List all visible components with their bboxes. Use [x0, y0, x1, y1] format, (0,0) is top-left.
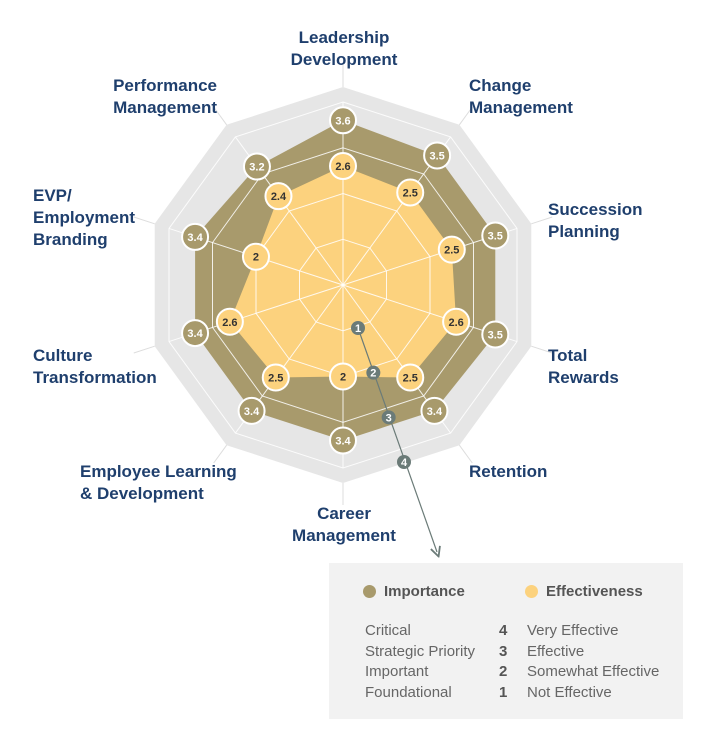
- importance-value-label: 3.6: [335, 115, 350, 127]
- scale-axis-line: [357, 327, 437, 552]
- scale-effectiveness-label: Not Effective: [527, 684, 612, 701]
- importance-point: [181, 222, 210, 251]
- scale-importance-label: Critical: [365, 622, 411, 639]
- effectiveness-point: [442, 307, 471, 336]
- axis-label-change-management: Change Management: [469, 76, 573, 117]
- spoke-extension: [133, 216, 155, 225]
- axis-label-leadership-development: Leadership Development: [290, 28, 398, 69]
- scale-importance-label: Important: [365, 663, 429, 680]
- axis-label-performance-management: Performance Management: [113, 76, 217, 117]
- scale-marker: [381, 410, 396, 425]
- effectiveness-value-label: 2.5: [268, 373, 283, 385]
- scale-number: 1: [499, 684, 508, 701]
- scale-marker: [351, 321, 365, 335]
- effectiveness-value-label: 2: [340, 372, 346, 384]
- axis-label-total-rewards: Total Rewards: [548, 346, 619, 387]
- effectiveness-point: [264, 182, 293, 211]
- spoke-extension: [213, 444, 228, 464]
- effectiveness-point: [215, 307, 244, 336]
- spoke-extension: [531, 216, 553, 225]
- importance-point: [481, 320, 510, 349]
- importance-value-label: 3.4: [244, 406, 260, 418]
- effectiveness-swatch-icon: [525, 585, 538, 598]
- scale-effectiveness-label: Very Effective: [527, 622, 619, 639]
- effectiveness-value-label: 2.5: [403, 187, 418, 199]
- importance-point: [181, 319, 210, 348]
- scale-marker: [397, 455, 411, 469]
- importance-point: [242, 152, 271, 181]
- importance-value-label: 3.4: [427, 406, 443, 418]
- scale-number: 2: [499, 663, 508, 680]
- axis-label-evp-employment-branding: EVP/ Employment Branding: [33, 186, 136, 249]
- effectiveness-point: [437, 235, 466, 264]
- scale-marker-label: 4: [401, 457, 408, 469]
- scale-row: Critical 4 Very Effective: [329, 622, 683, 642]
- legend-item-effectiveness: Effectiveness: [525, 583, 643, 600]
- effectiveness-point: [329, 152, 357, 181]
- importance-value-label: 3.4: [335, 436, 351, 448]
- scale-importance-label: Strategic Priority: [365, 643, 476, 660]
- spoke-extension: [133, 345, 155, 354]
- effectiveness-point: [396, 363, 425, 392]
- legend-box: Importance Effectiveness Critical 4 Very…: [329, 563, 683, 719]
- importance-point: [237, 396, 266, 425]
- importance-value-label: 3.4: [187, 232, 203, 244]
- scale-number: 4: [499, 622, 508, 639]
- axis-label-succession-planning: Succession Planning: [548, 200, 643, 241]
- importance-point: [329, 106, 357, 135]
- scale-importance-label: Foundational: [365, 684, 452, 701]
- spoke-extension: [531, 345, 553, 354]
- importance-point: [329, 426, 357, 455]
- axis-label-retention: Retention: [469, 462, 548, 481]
- effectiveness-value-label: 2.4: [271, 191, 287, 203]
- legend-label-effectiveness: Effectiveness: [546, 583, 643, 600]
- data-points: 3.6 3.5 3.5 3.5 3.4 3.4 3.4 3.4 3.4 3.2 2.6 2.5 2.5 2…: [181, 106, 510, 455]
- legend-label-importance: Importance: [384, 583, 465, 600]
- effectiveness-value-label: 2.6: [448, 317, 463, 329]
- legend-item-importance: Importance: [363, 583, 465, 600]
- effectiveness-point: [241, 242, 270, 271]
- scale-marker: [366, 365, 381, 380]
- scale-marker-label: 3: [386, 412, 392, 424]
- importance-point: [423, 141, 452, 170]
- importance-value-label: 3.5: [429, 150, 444, 162]
- axis-label-career-management: Career Management: [292, 504, 396, 545]
- effectiveness-point: [396, 178, 425, 207]
- scale-marker-label: 2: [370, 368, 376, 380]
- importance-value-label: 3.4: [187, 328, 203, 340]
- effectiveness-value-label: 2.5: [444, 245, 459, 257]
- axis-label-employee-learning-development: Employee Learning & Development: [80, 462, 237, 503]
- scale-axis: 1 2 3 4: [351, 321, 437, 552]
- scale-row: Foundational 1 Not Effective: [329, 684, 683, 704]
- effectiveness-value-label: 2.5: [403, 373, 418, 385]
- effectiveness-point: [261, 363, 290, 392]
- importance-point: [420, 396, 449, 425]
- effectiveness-value-label: 2.6: [335, 161, 350, 173]
- importance-value-label: 3.2: [249, 162, 264, 174]
- spoke-extension: [458, 106, 473, 126]
- scale-number: 3: [499, 643, 508, 660]
- axis-label-culture-transformation: Culture Transformation: [33, 346, 157, 387]
- scale-marker-label: 1: [355, 323, 361, 335]
- spoke-extension: [213, 106, 228, 126]
- importance-value-label: 3.5: [488, 329, 503, 341]
- scale-effectiveness-label: Somewhat Effective: [527, 663, 660, 680]
- scale-row: Strategic Priority 3 Effective: [329, 643, 683, 663]
- importance-swatch-icon: [363, 585, 376, 598]
- importance-point: [481, 221, 510, 250]
- effectiveness-value-label: 2.6: [222, 317, 237, 329]
- effectiveness-point: [329, 362, 357, 391]
- spoke-extension: [458, 444, 473, 464]
- effectiveness-value-label: 2: [253, 252, 259, 264]
- scale-row: Important 2 Somewhat Effective: [329, 663, 683, 683]
- importance-value-label: 3.5: [488, 231, 503, 243]
- scale-effectiveness-label: Effective: [527, 643, 585, 660]
